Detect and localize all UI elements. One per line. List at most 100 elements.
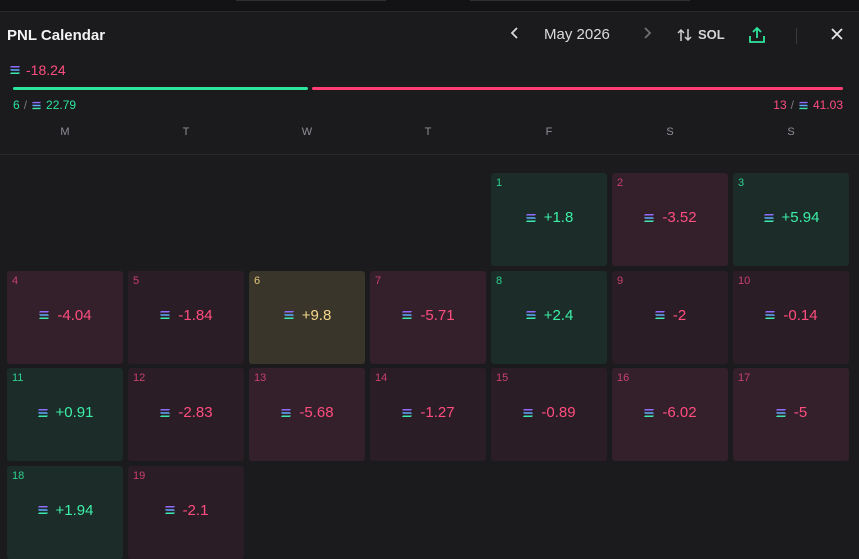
day-cell[interactable]: 7 -5.71 — [370, 270, 486, 364]
day-cell[interactable]: 4 -4.04 — [7, 270, 123, 364]
day-cell[interactable]: 11 +0.91 — [7, 368, 123, 461]
solana-icon — [39, 311, 50, 319]
weekday-label: M — [60, 126, 70, 138]
day-number: 7 — [375, 274, 382, 287]
day-pnl: -2.83 — [128, 404, 244, 421]
win-amount: 22.79 — [46, 98, 77, 112]
day-pnl: -0.14 — [733, 307, 849, 324]
day-pnl-value: -4.04 — [57, 306, 92, 324]
solana-icon — [160, 408, 171, 417]
day-pnl-value: -5.71 — [420, 306, 455, 324]
solana-icon — [160, 311, 171, 319]
loss-amount: 41.03 — [812, 98, 843, 112]
weekday-divider — [0, 154, 859, 155]
day-number: 2 — [617, 177, 624, 189]
day-pnl: -1.27 — [370, 404, 486, 421]
day-cell[interactable]: 8 +2.4 — [491, 270, 607, 364]
day-pnl: -2.1 — [128, 502, 244, 519]
next-month-button[interactable] — [638, 26, 656, 44]
weekday-label: S — [666, 126, 674, 138]
window-top-strip — [0, 0, 859, 12]
day-pnl: +2.4 — [491, 307, 607, 324]
win-separator: / — [23, 98, 28, 112]
day-pnl-value: -0.14 — [783, 306, 818, 324]
day-pnl: +5.94 — [733, 209, 849, 226]
day-number: 18 — [12, 469, 25, 482]
day-pnl-value: -1.84 — [178, 306, 213, 324]
weekday-label: W — [301, 126, 313, 138]
day-cell[interactable]: 13 -5.68 — [249, 368, 365, 461]
win-ratio-bar — [13, 87, 308, 90]
day-pnl: -0.89 — [491, 404, 607, 421]
swap-vertical-icon — [677, 28, 692, 41]
solana-icon — [402, 311, 413, 319]
close-button[interactable] — [828, 25, 846, 43]
solana-icon — [644, 213, 655, 222]
solana-icon — [775, 408, 786, 417]
day-cell[interactable]: 3 +5.94 — [733, 173, 849, 266]
day-cell[interactable]: 9 -2 — [612, 270, 728, 364]
day-cell[interactable]: 16 -6.02 — [612, 368, 728, 461]
page-title: PNL Calendar — [7, 27, 106, 44]
day-number: 4 — [12, 274, 19, 287]
day-cell[interactable]: 12 -2.83 — [128, 368, 244, 461]
day-cell[interactable]: 14 -1.27 — [370, 368, 486, 461]
day-cell[interactable]: 10 -0.14 — [733, 270, 849, 364]
day-pnl-value: -2.83 — [178, 404, 213, 421]
day-number: 6 — [254, 274, 261, 287]
day-pnl: +0.91 — [7, 404, 123, 421]
solana-icon — [164, 506, 175, 514]
chevron-right-icon — [644, 27, 652, 39]
solana-icon — [798, 101, 808, 109]
weekday-header: M T W T F S S — [0, 126, 859, 142]
day-pnl: -5.71 — [370, 307, 486, 324]
day-pnl: -2 — [612, 307, 728, 324]
unit-label: SOL — [698, 27, 725, 42]
day-cell[interactable]: 5 -1.84 — [128, 270, 244, 364]
day-number: 1 — [496, 177, 503, 189]
day-number: 17 — [738, 372, 751, 384]
day-pnl-value: +2.4 — [543, 306, 574, 324]
day-cell[interactable]: 6 +9.8 — [249, 270, 365, 364]
loss-ratio-bar — [312, 87, 843, 90]
day-cell[interactable]: 18 +1.94 — [7, 465, 123, 559]
weekday-label: S — [787, 126, 795, 138]
day-number: 12 — [133, 372, 146, 384]
day-pnl-value: +0.91 — [55, 404, 94, 421]
solana-icon — [523, 408, 534, 417]
month-label: May 2026 — [544, 26, 610, 43]
solana-icon — [654, 311, 665, 319]
day-number: 19 — [133, 469, 146, 482]
day-cell[interactable]: 1 +1.8 — [491, 173, 607, 266]
day-number: 9 — [617, 274, 624, 287]
day-pnl: -6.02 — [612, 404, 728, 421]
win-days-count: 6 — [13, 98, 20, 112]
weekday-label: F — [545, 126, 553, 138]
day-cell[interactable]: 19 -2.1 — [128, 465, 244, 559]
day-cell[interactable]: 17 -5 — [733, 368, 849, 461]
chevron-left-icon — [510, 27, 518, 39]
day-number: 3 — [738, 177, 745, 189]
day-number: 5 — [133, 274, 140, 287]
solana-icon — [32, 101, 42, 109]
day-pnl: -5 — [733, 404, 849, 421]
solana-icon — [765, 311, 776, 319]
day-pnl-value: -5.68 — [299, 404, 334, 421]
day-cell[interactable]: 15 -0.89 — [491, 368, 607, 461]
solana-icon — [763, 213, 774, 222]
prev-month-button[interactable] — [506, 26, 524, 44]
win-summary: 6 / 22.79 — [13, 98, 76, 112]
day-pnl-value: -0.89 — [541, 404, 576, 421]
day-pnl: -1.84 — [128, 307, 244, 324]
day-number: 15 — [496, 372, 509, 384]
share-button[interactable] — [748, 26, 766, 44]
day-pnl-value: +1.94 — [55, 501, 94, 519]
day-pnl-value: +5.94 — [781, 209, 820, 226]
loss-days-count: 13 — [773, 98, 787, 112]
day-number: 14 — [375, 372, 388, 384]
solana-icon — [281, 408, 292, 417]
close-icon — [831, 28, 843, 40]
unit-toggle-button[interactable]: SOL — [677, 27, 725, 42]
day-pnl: -5.68 — [249, 404, 365, 421]
day-cell[interactable]: 2 -3.52 — [612, 173, 728, 266]
